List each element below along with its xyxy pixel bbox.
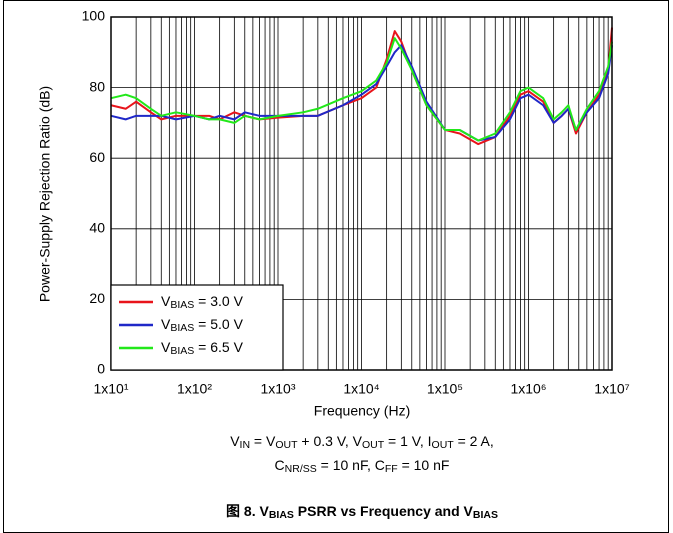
- y-tick-label: 100: [82, 8, 106, 24]
- annotation-part: = V: [250, 433, 276, 449]
- legend-label-part: BIAS: [170, 345, 194, 357]
- legend-box: [110, 284, 284, 371]
- chart-title-part: 图 8. V: [226, 503, 269, 519]
- x-tick-label: 1x10⁵: [427, 381, 463, 397]
- annotation-part: OUT: [362, 439, 385, 451]
- annotation: VIN = VOUT + 0.3 V, VOUT = 1 V, IOUT = 2…: [230, 433, 494, 451]
- annotation-part: NR/SS: [285, 463, 317, 475]
- annotation: CNR/SS = 10 nF, CFF = 10 nF: [275, 457, 450, 475]
- x-tick-label: 1x10²: [177, 381, 212, 397]
- x-tick-label: 1x10⁶: [510, 381, 546, 397]
- legend-label: VBIAS = 6.5 V: [161, 339, 244, 357]
- y-axis-label: Power-Supply Rejection Ratio (dB): [37, 86, 53, 302]
- legend-label-part: V: [161, 339, 171, 355]
- annotation-part: = 1 V, I: [384, 433, 431, 449]
- annotation-part: + 0.3 V, V: [298, 433, 363, 449]
- legend-label-part: BIAS: [170, 322, 194, 334]
- x-tick-label: 1x10¹: [93, 381, 128, 397]
- plot-frame: [110, 16, 613, 371]
- legend-label-part: = 3.0 V: [194, 293, 243, 309]
- annotation-part: = 10 nF: [398, 457, 450, 473]
- y-tick-label: 80: [89, 78, 105, 94]
- annotation-part: = 2 A,: [454, 433, 494, 449]
- x-tick-label: 1x10³: [260, 381, 295, 397]
- y-tick-label: 0: [97, 361, 105, 377]
- annotation-part: V: [230, 433, 240, 449]
- annotation-part: = 10 nF, C: [317, 457, 385, 473]
- y-tick-label: 20: [89, 290, 105, 306]
- x-tick-label: 1x10⁷: [594, 381, 629, 397]
- x-tick-label: 1x10⁴: [343, 381, 379, 397]
- y-tick-label: 40: [89, 220, 105, 236]
- chart-title: 图 8. VBIAS PSRR vs Frequency and VBIAS: [226, 503, 498, 521]
- legend-label-part: = 5.0 V: [194, 316, 243, 332]
- annotation-part: OUT: [275, 439, 298, 451]
- chart-title-part: BIAS: [269, 509, 294, 521]
- legend-label-part: V: [161, 293, 171, 309]
- annotation-part: FF: [385, 463, 398, 475]
- annotation-part: IN: [240, 439, 251, 451]
- legend-label-part: BIAS: [170, 299, 194, 311]
- legend-label: VBIAS = 3.0 V: [161, 293, 244, 311]
- annotation-part: OUT: [432, 439, 455, 451]
- chart-title-part: PSRR vs Frequency and V: [294, 503, 474, 519]
- annotation-part: C: [275, 457, 285, 473]
- x-axis-label: Frequency (Hz): [314, 403, 410, 419]
- legend-label: VBIAS = 5.0 V: [161, 316, 244, 334]
- legend-label-part: = 6.5 V: [194, 339, 243, 355]
- legend-label-part: V: [161, 316, 171, 332]
- y-tick-label: 60: [89, 149, 105, 165]
- series-line: [110, 37, 613, 142]
- chart-title-part: BIAS: [473, 509, 498, 521]
